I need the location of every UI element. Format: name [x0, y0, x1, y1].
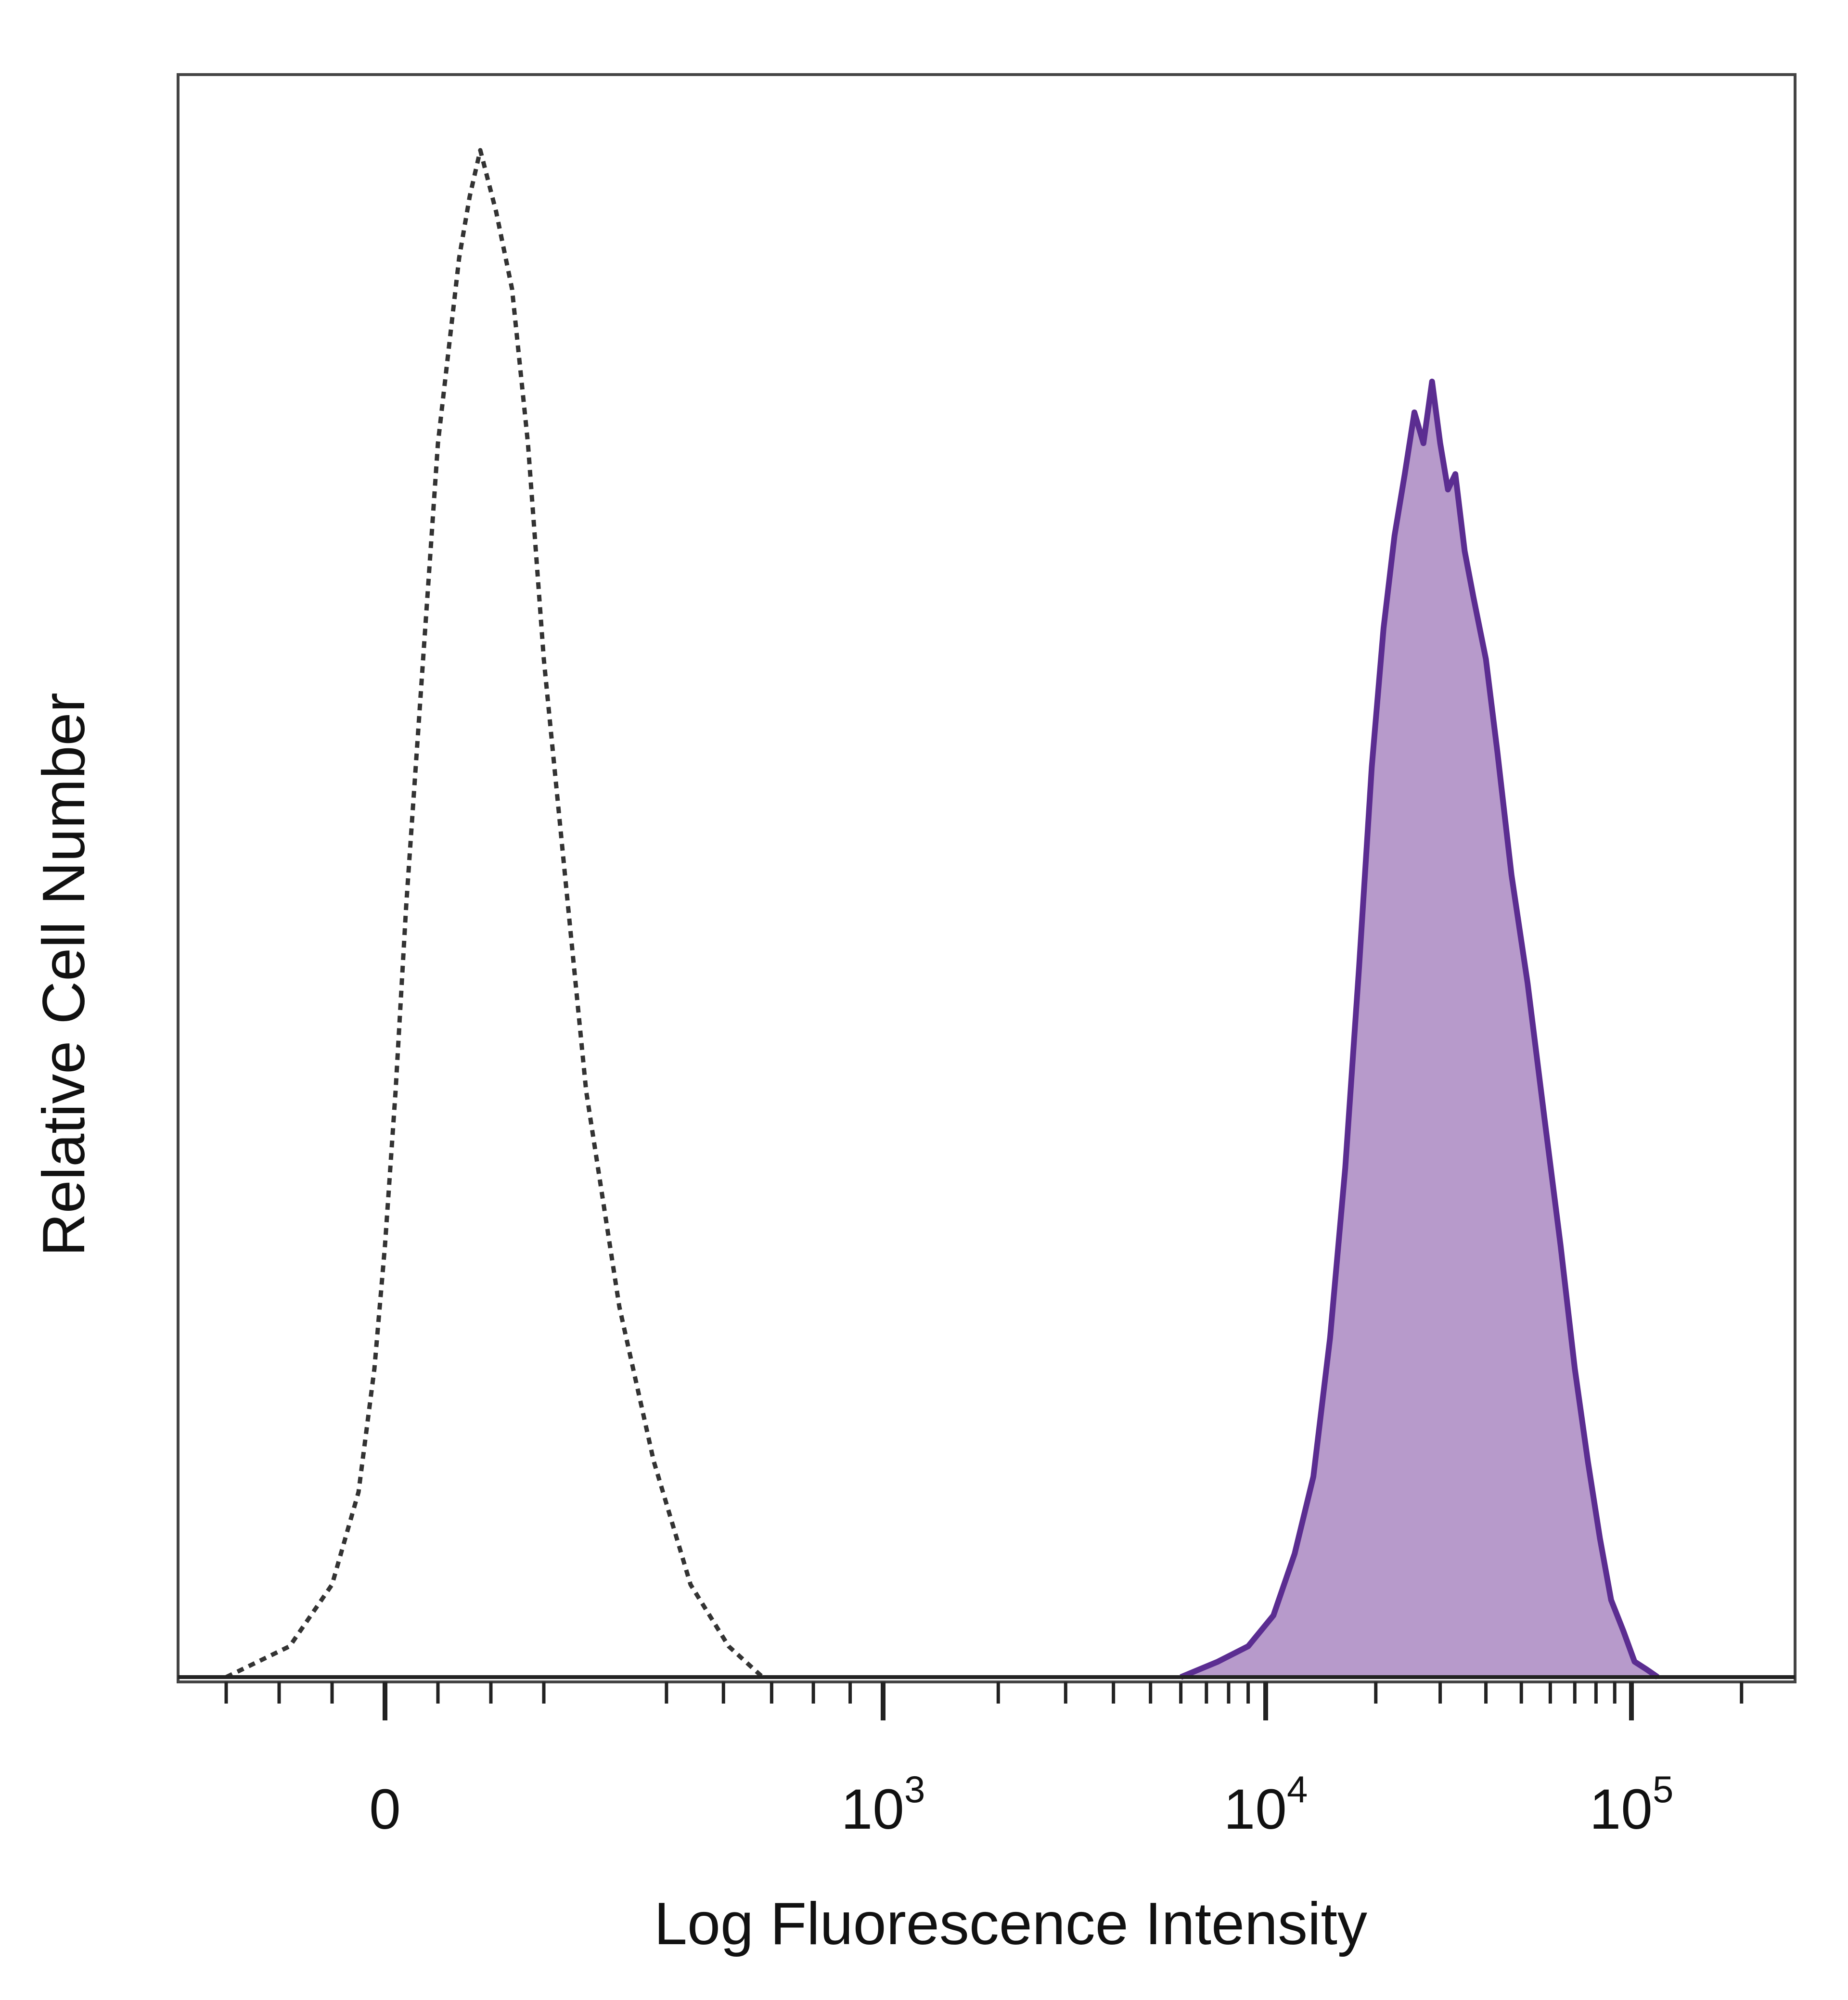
x-axis-title: Log Fluorescence Intensity: [654, 1891, 1367, 1957]
x-axis-ticks: [224, 1682, 1744, 1720]
series-0-outline: [225, 148, 764, 1679]
series-1-outline: [1180, 378, 1660, 1680]
x-axis-tick-labels: 0 103 104 105: [369, 1768, 1673, 1841]
x-tick-label: 0: [369, 1778, 401, 1841]
series-1-area: [1181, 381, 1658, 1677]
series-layer: [178, 148, 1795, 1680]
x-tick-label: 105: [1590, 1768, 1674, 1841]
y-axis-title: Relative Cell Number: [31, 692, 97, 1256]
x-tick-label: 103: [841, 1768, 925, 1841]
x-tick-label: 104: [1224, 1768, 1308, 1841]
